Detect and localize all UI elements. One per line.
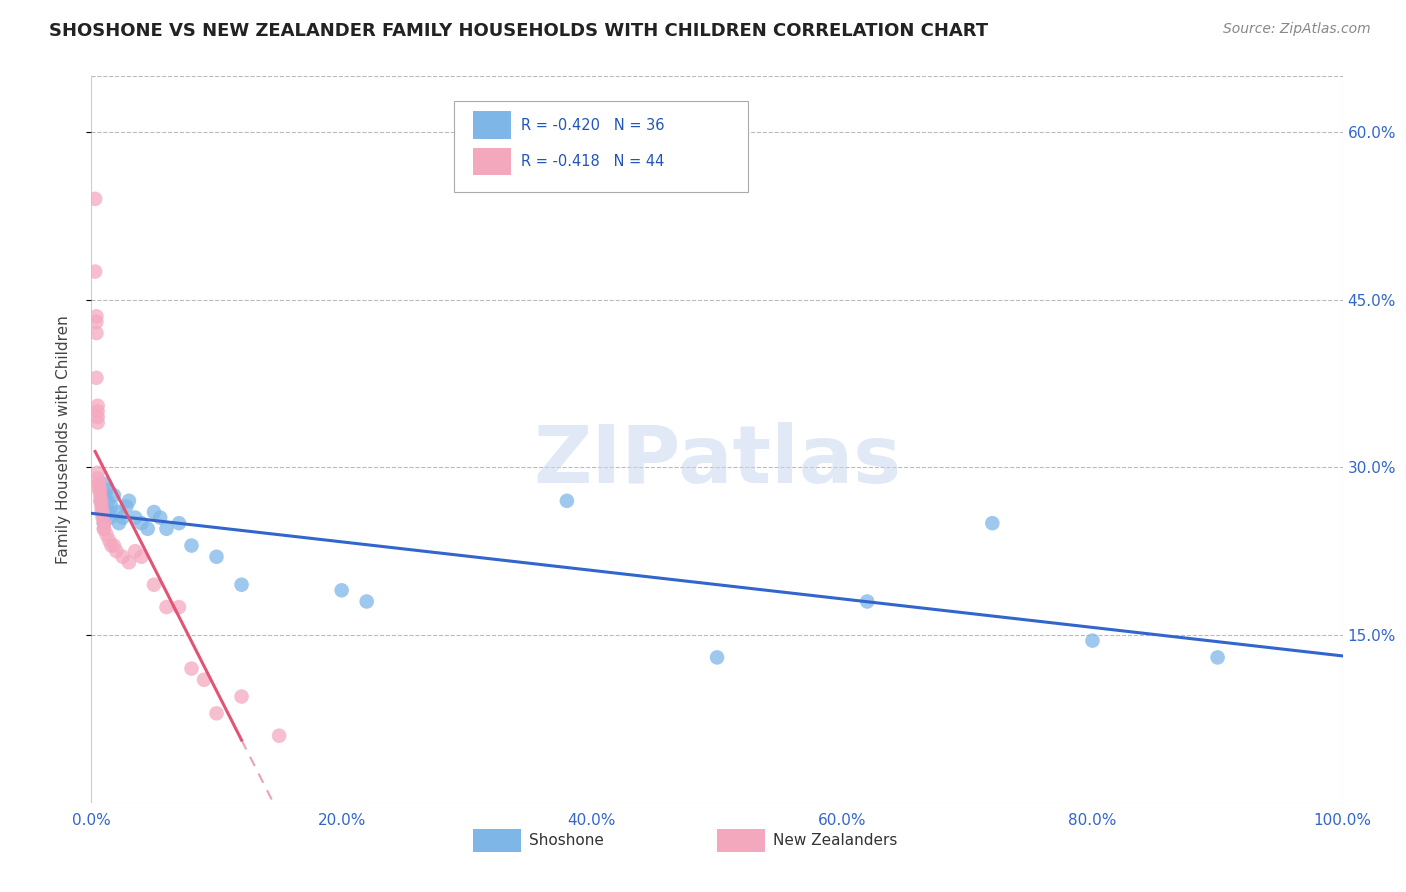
Point (96, 483, 118, 497)
Point (87, 477, 110, 491)
Point (93, 522, 115, 536)
FancyBboxPatch shape (472, 829, 520, 852)
Point (86, 471, 108, 485)
Point (87, 483, 110, 497)
Point (96, 527, 118, 541)
Point (131, 516, 153, 531)
Point (93, 505, 115, 519)
Point (124, 544, 146, 558)
Text: New Zealanders: New Zealanders (773, 833, 898, 848)
Point (155, 522, 177, 536)
Point (108, 516, 131, 531)
Point (86, 315, 108, 329)
Point (167, 516, 190, 531)
Point (86, 416, 108, 430)
Point (981, 516, 1004, 531)
Point (103, 488, 125, 502)
Point (93, 510, 115, 524)
Point (167, 600, 190, 615)
Point (115, 500, 138, 514)
Text: Shoshone: Shoshone (529, 833, 605, 848)
Point (555, 493, 578, 508)
Point (98, 510, 121, 524)
Point (180, 662, 202, 676)
Point (93, 516, 115, 531)
Point (231, 690, 253, 704)
FancyBboxPatch shape (717, 829, 765, 852)
Point (89, 483, 111, 497)
Point (131, 549, 153, 564)
Point (136, 522, 159, 536)
Point (706, 650, 728, 665)
Point (86, 310, 108, 324)
Point (84, 192, 107, 206)
Point (93, 516, 115, 531)
Point (97, 533, 120, 547)
Point (111, 549, 134, 564)
Point (105, 505, 128, 519)
Point (205, 706, 228, 721)
Point (87, 477, 110, 491)
Point (84, 264, 107, 278)
Point (267, 729, 290, 743)
FancyBboxPatch shape (472, 148, 510, 176)
Point (155, 600, 177, 615)
Point (89, 488, 111, 502)
Text: R = -0.420   N = 36: R = -0.420 N = 36 (520, 118, 664, 133)
Point (124, 510, 146, 524)
Point (89, 493, 111, 508)
Point (90, 493, 112, 508)
Point (86, 399, 108, 413)
Point (143, 505, 166, 519)
Point (103, 539, 125, 553)
Point (86, 409, 108, 424)
Point (180, 539, 202, 553)
Point (90, 493, 112, 508)
Point (93, 522, 115, 536)
Point (231, 578, 253, 592)
Point (86, 326, 108, 340)
Point (111, 510, 134, 524)
Point (205, 549, 228, 564)
Point (97, 493, 120, 508)
Point (100, 539, 122, 553)
Point (118, 493, 141, 508)
Point (330, 583, 353, 598)
Point (856, 594, 879, 608)
Point (86, 466, 108, 480)
Text: Source: ZipAtlas.com: Source: ZipAtlas.com (1223, 22, 1371, 37)
Point (1081, 633, 1104, 648)
FancyBboxPatch shape (472, 112, 510, 139)
Point (94, 477, 117, 491)
Point (356, 594, 378, 608)
Point (86, 404, 108, 418)
Text: ZIPatlas: ZIPatlas (533, 422, 901, 500)
FancyBboxPatch shape (454, 102, 748, 192)
Point (90, 500, 112, 514)
Point (193, 673, 215, 687)
Point (1206, 650, 1229, 665)
Point (93, 516, 115, 531)
Y-axis label: Family Households with Children: Family Households with Children (56, 315, 70, 564)
Point (105, 544, 128, 558)
Point (91, 500, 114, 514)
Point (94, 488, 117, 502)
Point (97, 505, 120, 519)
Point (86, 371, 108, 385)
Point (91, 505, 114, 519)
Point (118, 555, 141, 569)
Point (91, 510, 114, 524)
Point (100, 500, 122, 514)
Point (90, 505, 112, 519)
Text: SHOSHONE VS NEW ZEALANDER FAMILY HOUSEHOLDS WITH CHILDREN CORRELATION CHART: SHOSHONE VS NEW ZEALANDER FAMILY HOUSEHO… (49, 22, 988, 40)
Text: R = -0.418   N = 44: R = -0.418 N = 44 (520, 154, 664, 169)
Point (143, 578, 166, 592)
Point (149, 510, 172, 524)
